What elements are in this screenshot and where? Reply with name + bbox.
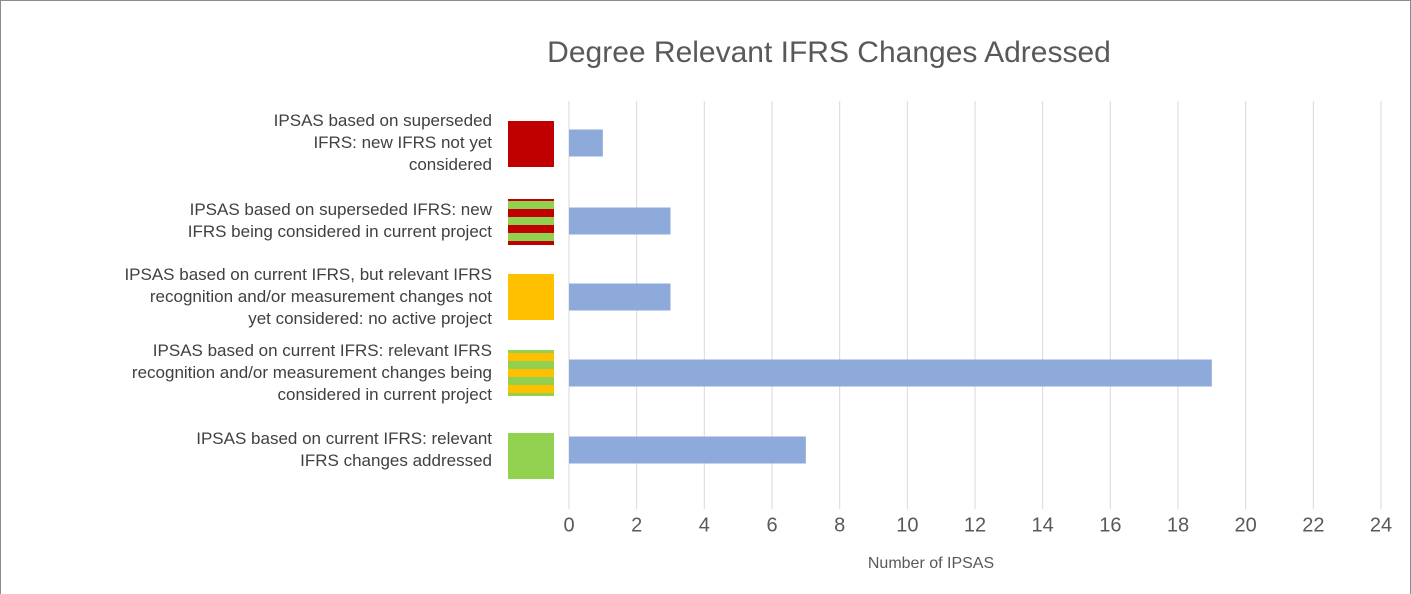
y-tick-label: IPSAS based on current IFRS: relevant IF… [196, 429, 492, 470]
chart-title: Degree Relevant IFRS Changes Adressed [547, 36, 1111, 69]
x-tick-label: 2 [631, 514, 642, 536]
x-tick-label: 6 [766, 514, 777, 536]
legend-swatch [508, 274, 554, 320]
x-tick-label: 10 [896, 514, 918, 536]
x-tick-label: 16 [1099, 514, 1121, 536]
x-tick-label: 14 [1032, 514, 1054, 536]
legend-swatch [508, 121, 554, 167]
x-tick-label: 22 [1302, 514, 1324, 536]
x-tick-label: 20 [1235, 514, 1257, 536]
legend-swatch [508, 199, 554, 245]
legend-swatch [508, 350, 554, 396]
x-tick-label: 8 [834, 514, 845, 536]
bar [569, 129, 603, 157]
y-tick-label: IPSAS based on superseded IFRS: new IFRS… [273, 111, 492, 174]
bar [569, 359, 1212, 387]
x-tick-label: 0 [563, 514, 574, 536]
x-tick-label: 24 [1370, 514, 1392, 536]
legend-swatch [508, 433, 554, 479]
y-tick-label: IPSAS based on current IFRS, but relevan… [124, 265, 492, 328]
bar [569, 207, 671, 235]
x-axis-title: Number of IPSAS [868, 555, 994, 572]
y-tick-label: IPSAS based on current IFRS: relevant IF… [131, 341, 492, 404]
y-tick-label: IPSAS based on superseded IFRS: new IFRS… [187, 200, 492, 241]
x-tick-label: 12 [964, 514, 986, 536]
bar [569, 283, 671, 311]
x-tick-label: 4 [699, 514, 710, 536]
bar [569, 436, 806, 464]
x-tick-label: 18 [1167, 514, 1189, 536]
